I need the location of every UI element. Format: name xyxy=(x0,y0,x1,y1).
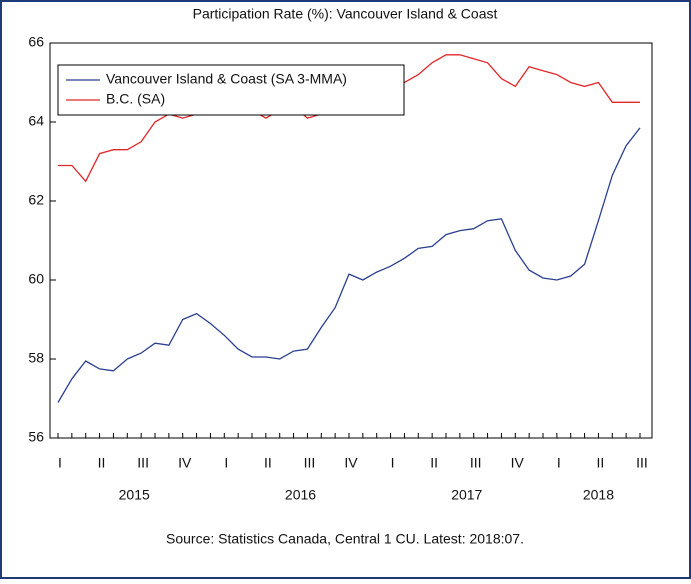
x-tick-label: III xyxy=(636,455,648,471)
plot-area xyxy=(49,42,653,439)
x-tick-label: I xyxy=(557,455,561,471)
x-tick-label: III xyxy=(304,455,316,471)
x-tick-label: I xyxy=(58,455,62,471)
x-tick-label: II xyxy=(264,455,272,471)
y-tick-label: 62 xyxy=(28,192,44,208)
y-tick-label: 58 xyxy=(28,350,44,366)
x-tick-label: IV xyxy=(344,455,358,471)
chart-title: Participation Rate (%): Vancouver Island… xyxy=(193,6,498,22)
year-label: 2016 xyxy=(285,487,316,503)
y-tick-label: 66 xyxy=(28,34,44,50)
legend-box xyxy=(57,64,405,116)
y-tick-label: 60 xyxy=(28,271,44,287)
source-note: Source: Statistics Canada, Central 1 CU.… xyxy=(166,531,524,547)
y-tick-label: 56 xyxy=(28,429,44,445)
legend-label: Vancouver Island & Coast (SA 3-MMA) xyxy=(106,71,347,87)
x-tick-label: II xyxy=(430,455,438,471)
series-line xyxy=(57,127,641,403)
x-tick-label: IV xyxy=(511,455,525,471)
x-tick-label: I xyxy=(391,455,395,471)
year-label: 2017 xyxy=(451,487,482,503)
x-tick-label: IV xyxy=(178,455,192,471)
y-tick-label: 64 xyxy=(28,113,44,129)
x-tick-label: III xyxy=(470,455,482,471)
x-tick-label: III xyxy=(137,455,149,471)
year-label: 2018 xyxy=(583,487,614,503)
x-tick-label: I xyxy=(224,455,228,471)
year-label: 2015 xyxy=(119,487,150,503)
x-tick-label: II xyxy=(597,455,605,471)
x-tick-label: II xyxy=(98,455,106,471)
legend-label: B.C. (SA) xyxy=(106,91,165,107)
